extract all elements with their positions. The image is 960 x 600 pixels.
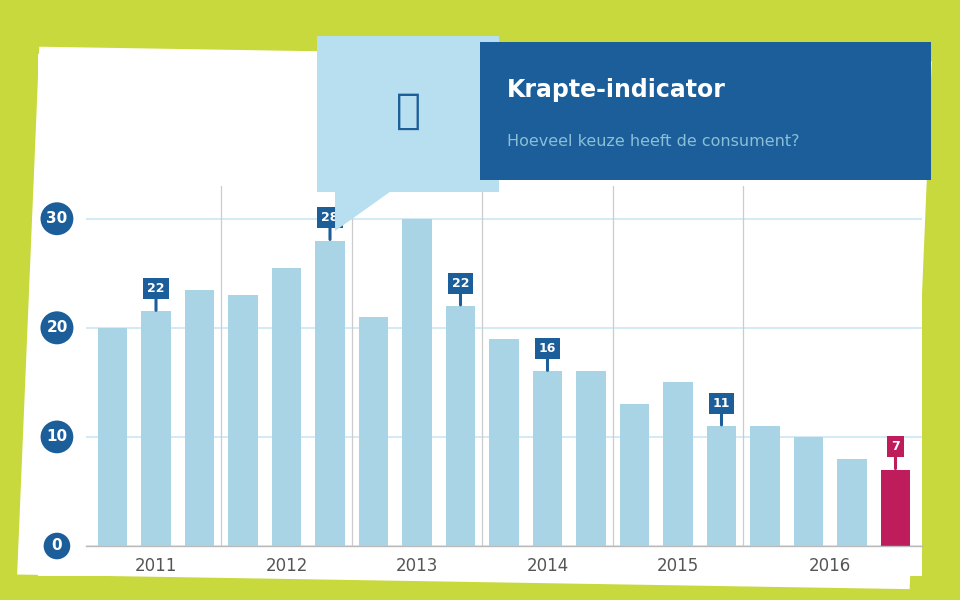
Bar	[141, 311, 171, 546]
Text: 7: 7	[891, 440, 900, 469]
Text: 22: 22	[452, 277, 469, 305]
Text: 30: 30	[46, 211, 67, 226]
Text: Krapte-indicator: Krapte-indicator	[507, 78, 726, 102]
FancyBboxPatch shape	[38, 54, 922, 576]
FancyBboxPatch shape	[17, 47, 932, 589]
Text: 22: 22	[147, 282, 165, 310]
Text: 11: 11	[712, 397, 731, 425]
Bar	[707, 426, 736, 546]
Text: 20: 20	[46, 320, 67, 335]
Bar	[184, 290, 214, 546]
Bar	[576, 371, 606, 546]
Bar	[359, 317, 388, 546]
Text: 0: 0	[52, 539, 62, 553]
Bar	[663, 382, 693, 546]
Bar	[533, 371, 563, 546]
Bar	[490, 339, 518, 546]
Text: Hoeveel keuze heeft de consument?: Hoeveel keuze heeft de consument?	[507, 134, 800, 149]
Bar	[620, 404, 649, 546]
Bar	[228, 295, 258, 546]
Bar	[402, 219, 432, 546]
Bar	[98, 328, 128, 546]
Bar	[880, 470, 910, 546]
Bar	[837, 459, 867, 546]
Bar	[445, 306, 475, 546]
Text: 16: 16	[539, 342, 556, 370]
Bar	[272, 268, 301, 546]
Bar	[315, 241, 345, 546]
Text: 28: 28	[322, 211, 339, 239]
Polygon shape	[335, 192, 390, 231]
Bar	[750, 426, 780, 546]
Bar	[794, 437, 824, 546]
Text: 🤝: 🤝	[396, 90, 420, 132]
Text: 10: 10	[46, 430, 67, 445]
